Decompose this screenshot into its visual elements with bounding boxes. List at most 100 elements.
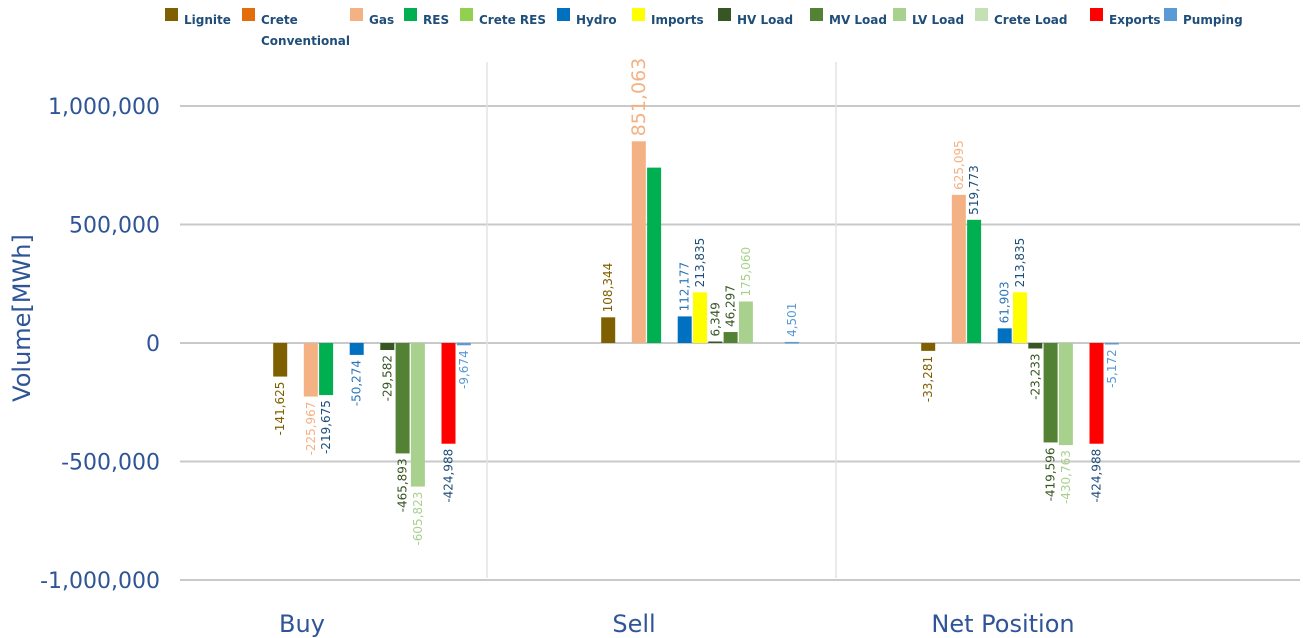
data-label-pumping-buy: -9,674 [457, 350, 471, 389]
bar-hv-load-buy [380, 343, 395, 351]
data-label-lv-load-net-position: -430,763 [1059, 450, 1073, 504]
legend-swatch [557, 8, 570, 21]
legend-item-gas: Gas [350, 8, 394, 27]
bar-hydro-buy [349, 343, 364, 355]
data-label-lv-load-sell: 175,060 [739, 247, 753, 297]
legend-label: Crete RES [479, 13, 546, 27]
bar-mv-load-net-position [1043, 343, 1058, 443]
data-label-lignite-buy: -141,625 [273, 382, 287, 436]
data-label-res-buy: -219,675 [319, 400, 333, 454]
x-category-label: Net Position [931, 610, 1074, 638]
bar-lignite-sell [601, 317, 616, 343]
legend-swatch [242, 8, 255, 21]
legend-item-hv-load: HV Load [718, 8, 793, 27]
data-label-hv-load-net-position: -23,233 [1028, 354, 1042, 400]
data-label-pumping-sell: 4,501 [785, 303, 799, 337]
legend-label: Lignite [184, 13, 231, 27]
data-labels: -141,625 108,344 -33,281 -225,967 851,063 625… [273, 58, 1119, 546]
bar-lv-load-net-position [1058, 343, 1073, 446]
legend-item-exports: Exports [1090, 8, 1161, 27]
legend-swatch [975, 8, 988, 21]
bar-lignite-net-position [921, 343, 936, 351]
bar-imports-sell [693, 292, 707, 343]
legend-swatch [1090, 8, 1103, 21]
data-label-mv-load-buy: -465,893 [396, 458, 410, 512]
legend: Lignite Crete Conventional Gas RES Crete RES H… [165, 8, 1243, 48]
bar-lignite-buy [273, 343, 288, 377]
data-label-res-net-position: 519,773 [967, 165, 981, 215]
data-label-hydro-buy: -50,274 [350, 360, 364, 406]
legend-item-crete-conventional: Crete Conventional [242, 8, 350, 48]
bar-res-buy [319, 343, 334, 396]
legend-label: Hydro [576, 13, 617, 27]
x-axis-categories: Buy Sell Net Position [279, 610, 1075, 638]
legend-item-imports: Imports [632, 8, 704, 27]
legend-item-pumping: Pumping [1164, 8, 1243, 27]
legend-item-crete-load: Crete Load [975, 8, 1068, 27]
bar-pumping-buy [456, 343, 471, 346]
legend-label: RES [423, 13, 449, 27]
legend-swatch [404, 8, 417, 21]
data-label-gas-net-position: 625,095 [952, 140, 966, 190]
data-label-hv-load-buy: -29,582 [380, 355, 394, 401]
legend-label: Imports [651, 13, 704, 27]
bar-res-net-position [967, 219, 982, 343]
legend-swatch [350, 8, 363, 21]
y-axis-ticks: 1,000,000 500,000 0 -500,000 -1,000,000 [40, 95, 160, 594]
legend-item-hydro: Hydro [557, 8, 617, 27]
bar-gas-net-position [951, 194, 966, 343]
data-label-lignite-sell: 108,344 [601, 263, 615, 313]
legend-label: Exports [1109, 13, 1161, 27]
y-tick-label: -500,000 [61, 451, 160, 476]
legend-swatch [810, 8, 823, 21]
data-label-gas-buy: -225,967 [304, 402, 318, 456]
legend-label: Crete Load [994, 13, 1068, 27]
bar-pumping-net-position [1104, 343, 1119, 345]
data-label-exports-buy: -424,988 [442, 449, 456, 503]
bar-lv-load-buy [410, 343, 425, 487]
data-label-imports-sell: 213,835 [693, 238, 707, 288]
bar-mv-load-buy [395, 343, 410, 454]
bar-hv-load-net-position [1028, 343, 1043, 349]
legend-swatch [718, 8, 731, 21]
legend-label: HV Load [737, 13, 793, 27]
legend-label: MV Load [829, 13, 887, 27]
bar-exports-buy [441, 343, 456, 444]
bar-hv-load-sell [708, 341, 723, 343]
bar-gas-sell [631, 141, 646, 343]
legend-swatch [460, 8, 473, 21]
data-label-gas-sell: 851,063 [628, 58, 650, 137]
y-tick-label: 500,000 [69, 214, 160, 239]
legend-swatch [1164, 8, 1177, 21]
category-separators [486, 62, 837, 578]
x-category-label: Buy [279, 610, 325, 638]
data-label-exports-net-position: -424,988 [1090, 449, 1104, 503]
bar-lv-load-sell [738, 301, 753, 343]
bars [273, 141, 1119, 487]
legend-item-crete-res: Crete RES [460, 8, 546, 27]
bar-hydro-sell [677, 316, 692, 343]
legend-item-lignite: Lignite [165, 8, 231, 27]
data-label-hydro-net-position: 61,903 [998, 281, 1012, 323]
legend-label: LV Load [912, 13, 964, 27]
legend-swatch [632, 8, 645, 21]
legend-swatch [165, 8, 178, 21]
legend-swatch [893, 8, 906, 21]
y-tick-label: 1,000,000 [48, 95, 160, 120]
data-label-lignite-net-position: -33,281 [921, 356, 935, 402]
bar-gas-buy [303, 343, 318, 397]
legend-item-lv-load: LV Load [893, 8, 964, 27]
data-label-pumping-net-position: -5,172 [1105, 349, 1119, 388]
y-axis-label: Volume[MWh] [8, 234, 36, 402]
bar-imports-net-position [1013, 292, 1027, 343]
legend-label: Crete Conventional [261, 13, 350, 48]
data-label-lv-load-buy: -605,823 [411, 492, 425, 546]
legend-label: Gas [369, 13, 394, 27]
bar-hydro-net-position [997, 328, 1012, 343]
data-label-hydro-sell: 112,177 [678, 262, 692, 312]
data-label-mv-load-net-position: -419,596 [1044, 447, 1058, 501]
y-tick-label: 0 [146, 332, 160, 357]
data-label-mv-load-sell: 46,297 [724, 285, 738, 327]
legend-item-mv-load: MV Load [810, 8, 887, 27]
